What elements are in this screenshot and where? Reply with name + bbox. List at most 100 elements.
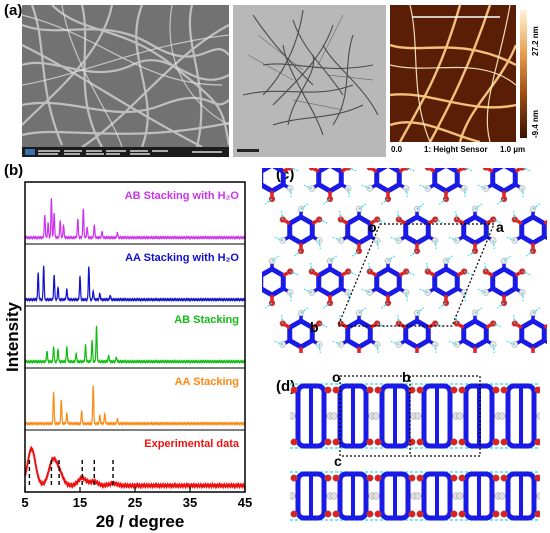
pxrd-trace [24,198,246,241]
axis-o-d: o [332,369,341,385]
afm-color-bar [520,10,527,138]
atom [290,412,296,420]
atom [416,386,424,394]
ring [403,214,431,246]
trace-group: AA Stacking [24,376,246,431]
trace-group: AB Stacking [24,314,246,369]
atom [395,216,403,223]
axis-c-d: c [334,453,342,469]
pxrd-trace [24,325,246,365]
hbond [281,315,284,324]
x-tick-label: 15 [73,495,87,510]
hbond [492,344,495,353]
atom [482,268,490,275]
atom [290,510,298,518]
hbond [368,263,371,272]
ring [432,168,460,194]
atom [372,412,380,420]
x-axis-label: 2θ / degree [96,512,185,531]
hbond [434,240,437,249]
hbond [303,288,313,294]
unit-cell-d [339,375,481,457]
hbond [463,168,473,172]
hbond [361,184,371,190]
hbond [484,263,487,272]
hbond [274,236,284,242]
atom [460,185,468,192]
atom [424,168,431,171]
bond [543,234,547,241]
atom [416,510,424,518]
atom [534,386,540,394]
structure-top-view: o a b [262,168,547,353]
hbond [416,203,425,210]
atom [366,438,374,446]
molecule [390,307,444,353]
atom [500,386,508,394]
hbond [271,255,280,262]
atom [482,185,490,192]
hbond [434,322,444,328]
bond [543,338,547,345]
atom [492,386,500,394]
ring [374,266,402,298]
stack-column [330,383,376,449]
hbond [506,340,516,346]
atom [402,289,410,296]
atom [492,438,500,446]
trace-group: AB Stacking with H₂O [24,190,246,245]
hbond [503,255,512,262]
atom [324,386,332,394]
atom [414,351,420,353]
ring [345,214,373,246]
hbond [467,250,476,257]
hbond [405,270,415,276]
hbond [409,250,418,257]
atom [536,412,540,420]
atom [308,289,316,296]
hbond [347,270,357,276]
ring [316,266,344,298]
trace-label: AA Stacking [175,376,239,388]
x-tick-label: 5 [21,495,28,510]
hbond [390,236,400,242]
atom [356,351,362,353]
atom [286,289,294,296]
hbond [445,255,454,262]
molecule [262,168,299,205]
ring [490,168,518,194]
bond [543,219,547,226]
axis-b-d: b [402,369,411,385]
molecule [274,307,328,353]
molecule [274,203,328,257]
hbond [347,188,350,197]
molecule [332,307,386,353]
stacked-layers [290,383,540,521]
atom [374,438,382,446]
molecule [390,203,444,257]
atom [337,341,345,348]
hbond [463,188,466,197]
atom [456,492,464,500]
hbond [264,302,273,309]
atom [453,320,461,327]
hexagonal-framework [262,168,547,353]
hbond [448,236,458,242]
hbond [438,302,447,309]
atom [308,185,316,192]
stack-column [498,471,540,521]
panel-b-label: (b) [4,162,24,179]
x-tick-label: 35 [183,495,197,510]
atom [290,492,296,500]
atom [298,351,304,353]
ring [432,266,460,298]
axis-a-c: a [496,219,504,235]
ring [316,168,344,194]
sem-image [22,5,229,157]
hbond [405,168,415,172]
atom [344,185,352,192]
hbond [303,184,313,190]
x-tick-label: 25 [128,495,142,510]
hbond [506,236,516,242]
atom [500,510,508,518]
